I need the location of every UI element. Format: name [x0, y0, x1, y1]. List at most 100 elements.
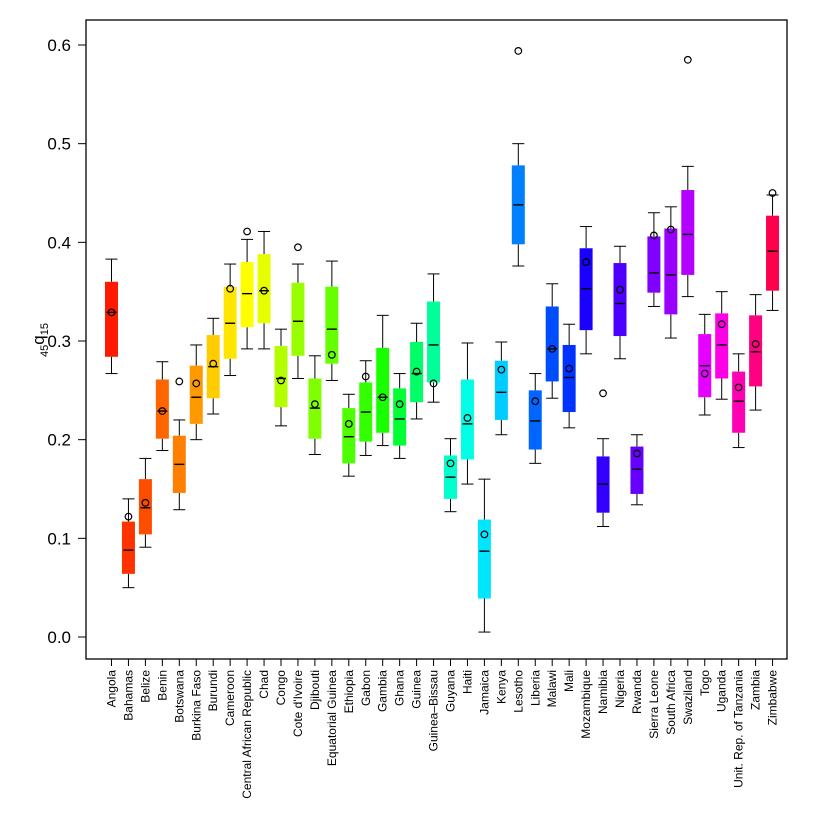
observed-point [395, 400, 404, 409]
box-iqr [427, 301, 441, 383]
observed-point [361, 372, 370, 381]
x-tick-label: Rwanda [630, 670, 644, 714]
observed-point [633, 449, 641, 458]
x-tick-label: Nigeria [613, 670, 627, 708]
box-15 [359, 360, 373, 456]
observed-point [158, 407, 167, 415]
box-36 [715, 291, 729, 400]
x-tick-label: Equatorial Guinea [325, 670, 339, 766]
box-28 [579, 226, 593, 355]
box-iqr [376, 347, 390, 433]
box-25 [528, 373, 542, 464]
x-tick-label: Jamaica [477, 670, 491, 715]
x-tick-label: Malawi [545, 670, 559, 707]
observed-point [616, 285, 624, 294]
observed-point [582, 258, 590, 266]
box-iqr [528, 390, 542, 450]
box-iqr [494, 360, 508, 420]
y-tick-label: 0.0 [47, 628, 71, 647]
x-axis: Angola Bahamas Belize Benin Botswana Burkina … [105, 658, 780, 799]
y-tick-label: 0.5 [47, 135, 71, 154]
box-3 [155, 361, 169, 452]
x-tick-label: Congo [274, 670, 288, 706]
observed-point [717, 320, 726, 329]
observed-point [446, 459, 455, 468]
box-iqr [630, 446, 644, 494]
box-iqr [562, 344, 576, 413]
box-11 [291, 243, 305, 379]
box-0 [105, 258, 118, 375]
box-iqr [189, 365, 203, 424]
box-10 [274, 328, 288, 427]
observed-point [311, 400, 319, 409]
observed-point [192, 379, 201, 388]
box-iqr [749, 315, 763, 387]
box-iqr [460, 379, 474, 460]
box-iqr [325, 286, 339, 364]
observed-point [327, 350, 336, 359]
x-tick-label: Swaziland [681, 670, 695, 725]
box-5 [189, 344, 203, 441]
box-19 [427, 273, 441, 403]
y-tick-label: 0.1 [47, 529, 71, 548]
x-tick-label: Haiti [460, 670, 474, 694]
box-12 [308, 355, 322, 455]
x-tick-label: Togo [698, 670, 712, 696]
x-tick-label: Zambia [749, 670, 763, 710]
x-tick-label: Belize [138, 670, 152, 703]
observed-point [175, 377, 184, 386]
observed-point [463, 414, 472, 422]
box-35 [698, 313, 712, 416]
x-tick-label: Ghana [393, 670, 407, 706]
observed-point [683, 55, 692, 64]
x-tick-label: Burundi [206, 670, 220, 711]
box-9 [257, 230, 271, 350]
box-iqr [257, 254, 271, 324]
box-iqr [393, 388, 407, 446]
x-tick-label: Mozambique [579, 670, 593, 739]
x-tick-label: Ethiopia [342, 670, 356, 714]
observed-point [243, 227, 252, 236]
box-4 [172, 377, 186, 511]
box-iqr [664, 228, 678, 315]
box-iqr [613, 263, 627, 337]
box-iqr [342, 408, 356, 464]
x-tick-label: Chad [257, 670, 271, 699]
x-tick-label: Liberia [528, 670, 542, 706]
box-24 [511, 47, 525, 267]
box-39 [766, 189, 780, 311]
y-tick-label: 0.2 [47, 431, 71, 450]
box-6 [206, 317, 220, 415]
x-tick-label: Gambia [376, 670, 390, 712]
observed-point [548, 344, 557, 353]
observed-point [277, 376, 285, 385]
observed-point [209, 359, 218, 368]
x-tick-label: South Africa [664, 670, 678, 735]
observed-point [514, 47, 523, 55]
x-tick-label: Central African Republic [240, 670, 254, 799]
y-tick-label: 0.4 [47, 233, 71, 252]
observed-point [497, 365, 506, 374]
observed-point [751, 340, 760, 348]
box-29 [596, 389, 610, 527]
x-tick-label: Cameroon [223, 670, 237, 726]
y-tick-label: 0.3 [47, 332, 71, 351]
observed-point [531, 397, 540, 406]
box-iqr [715, 313, 729, 379]
box-1 [121, 498, 135, 589]
x-tick-label: Zimbabwe [766, 670, 780, 726]
observed-point [768, 189, 777, 197]
observed-point [480, 530, 489, 539]
observed-point [344, 419, 353, 428]
box-iqr [647, 236, 661, 293]
box-32 [647, 212, 661, 307]
y-axis-label: 45q15 [29, 323, 51, 357]
observed-point [124, 512, 133, 521]
box-34 [681, 55, 695, 298]
boxes-group [105, 47, 780, 633]
box-8 [240, 227, 254, 350]
box-37 [732, 353, 746, 449]
box-iqr [410, 341, 424, 403]
box-iqr [105, 281, 118, 357]
box-33 [664, 206, 678, 339]
